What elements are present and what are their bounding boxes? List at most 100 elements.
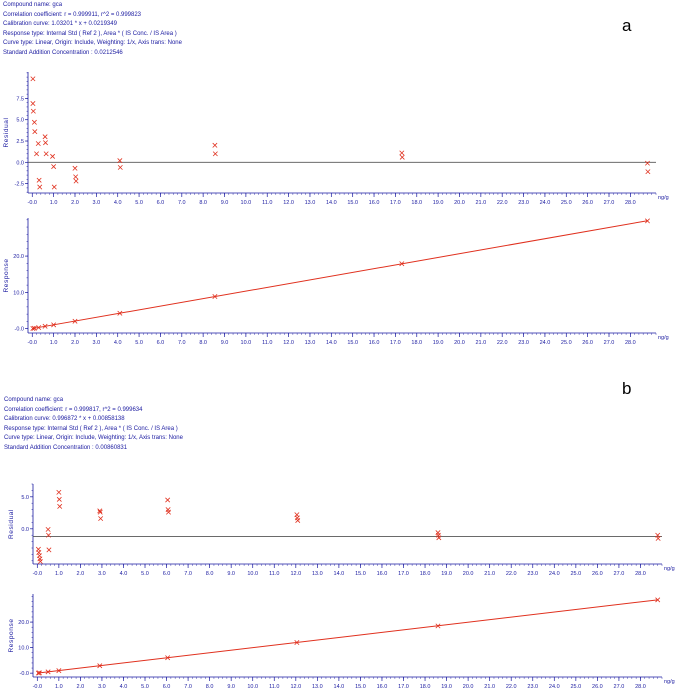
x-tick-label: 13.0 xyxy=(312,571,323,577)
x-tick-label: 18.0 xyxy=(420,571,431,577)
info-line: Curve type: Linear, Origin: Include, Wei… xyxy=(4,435,183,442)
x-tick-label: 13.0 xyxy=(305,340,316,346)
data-point xyxy=(399,261,405,267)
data-point xyxy=(37,558,43,564)
data-point xyxy=(50,153,56,159)
x-tick-label: 11.0 xyxy=(262,340,272,346)
x-tick-label: 15.0 xyxy=(355,571,366,577)
panel-a-info: Compound name: gca Correlation coefficie… xyxy=(3,1,182,59)
data-point xyxy=(45,526,51,532)
x-tick-label: 14.0 xyxy=(334,684,345,690)
x-tick-label: 6.0 xyxy=(163,684,171,690)
data-point xyxy=(98,516,104,522)
x-tick-label: 15.0 xyxy=(347,200,358,206)
x-tick-label: 18.0 xyxy=(411,200,422,206)
x-tick-label: 7.0 xyxy=(178,200,186,206)
x-axis-label: ng/g xyxy=(658,335,669,341)
x-tick-label: 28.0 xyxy=(625,340,636,346)
data-point xyxy=(56,489,62,495)
data-point xyxy=(72,165,78,171)
x-tick-label: 24.0 xyxy=(540,200,551,206)
x-tick-label: -0.0 xyxy=(28,200,37,206)
x-tick-label: 25.0 xyxy=(570,571,581,577)
x-tick-label: 8.0 xyxy=(206,684,214,690)
x-tick-label: 9.0 xyxy=(221,340,229,346)
data-point xyxy=(97,509,103,515)
data-point xyxy=(165,497,171,503)
x-tick-label: 21.0 xyxy=(475,200,486,206)
data-point xyxy=(72,318,78,324)
x-tick-label: 19.0 xyxy=(441,571,452,577)
x-tick-label: 23.0 xyxy=(527,684,538,690)
y-tick-label: 10.0 xyxy=(18,646,29,652)
x-tick-label: 12.0 xyxy=(290,684,301,690)
x-tick-label: 11.0 xyxy=(269,571,279,577)
y-tick-label: 0.0 xyxy=(16,160,24,166)
data-point xyxy=(35,670,41,676)
x-tick-label: 9.0 xyxy=(221,200,229,206)
data-point xyxy=(34,151,40,157)
x-tick-label: 27.0 xyxy=(614,684,625,690)
data-point xyxy=(30,108,36,114)
data-point xyxy=(645,169,651,175)
x-tick-label: 18.0 xyxy=(411,340,422,346)
x-tick-label: 14.0 xyxy=(334,571,345,577)
x-tick-label: 21.0 xyxy=(484,571,495,577)
x-tick-label: 21.0 xyxy=(475,340,486,346)
x-tick-label: 9.0 xyxy=(227,684,235,690)
x-tick-label: 16.0 xyxy=(377,684,388,690)
info-line: Response type: Internal Std ( Ref 2 ), A… xyxy=(3,30,177,37)
data-point xyxy=(294,640,300,646)
data-point xyxy=(31,325,37,331)
x-tick-label: 22.0 xyxy=(506,684,517,690)
x-tick-label: 22.0 xyxy=(497,200,508,206)
x-tick-label: 24.0 xyxy=(540,340,551,346)
data-point xyxy=(42,323,48,329)
data-point xyxy=(51,322,57,328)
data-point xyxy=(212,142,218,148)
info-line: Standard Addition Concentration : 0.0212… xyxy=(3,49,123,56)
info-line: Correlation coefficient: r = 0.999817, r… xyxy=(4,406,143,413)
data-point xyxy=(30,76,36,82)
x-tick-label: 1.0 xyxy=(50,200,58,206)
x-tick-label: 20.0 xyxy=(454,200,465,206)
info-line: Compound name: gca xyxy=(3,2,63,8)
data-point xyxy=(32,129,38,135)
x-tick-label: 8.0 xyxy=(199,340,207,346)
x-tick-label: 20.0 xyxy=(463,684,474,690)
info-line: Standard Addition Concentration : 0.0086… xyxy=(4,444,128,451)
x-tick-label: 25.0 xyxy=(570,684,581,690)
x-axis-label: ng/g xyxy=(658,195,669,201)
x-tick-label: 2.0 xyxy=(77,684,85,690)
x-tick-label: 2.0 xyxy=(71,340,79,346)
x-tick-label: 5.0 xyxy=(135,200,143,206)
data-point xyxy=(56,496,62,502)
x-tick-label: 11.0 xyxy=(269,684,279,690)
x-tick-label: 6.0 xyxy=(163,571,171,577)
x-tick-label: 16.0 xyxy=(369,340,380,346)
x-tick-label: 12.0 xyxy=(290,571,301,577)
x-tick-label: 24.0 xyxy=(549,684,560,690)
x-tick-label: 10.0 xyxy=(247,571,258,577)
x-tick-label: 4.0 xyxy=(114,340,122,346)
data-point xyxy=(117,310,123,316)
data-point xyxy=(46,532,51,538)
x-tick-label: 27.0 xyxy=(614,571,625,577)
x-tick-label: 4.0 xyxy=(120,684,128,690)
y-tick-label: -0.0 xyxy=(15,327,24,333)
x-tick-label: 7.0 xyxy=(184,684,192,690)
x-tick-label: 8.0 xyxy=(206,571,214,577)
x-tick-label: 11.0 xyxy=(262,200,272,206)
x-tick-label: 25.0 xyxy=(561,340,572,346)
x-tick-label: 10.0 xyxy=(247,684,258,690)
y-tick-label: 10.0 xyxy=(13,290,24,296)
x-axis-label: ng/g xyxy=(664,679,675,685)
panel-b-letter: b xyxy=(622,379,632,398)
x-tick-label: 8.0 xyxy=(199,200,207,206)
data-point xyxy=(43,151,49,157)
x-tick-label: 14.0 xyxy=(326,340,337,346)
x-tick-label: 23.0 xyxy=(518,340,529,346)
info-line: Curve type: Linear, Origin: Include, Wei… xyxy=(3,40,182,47)
